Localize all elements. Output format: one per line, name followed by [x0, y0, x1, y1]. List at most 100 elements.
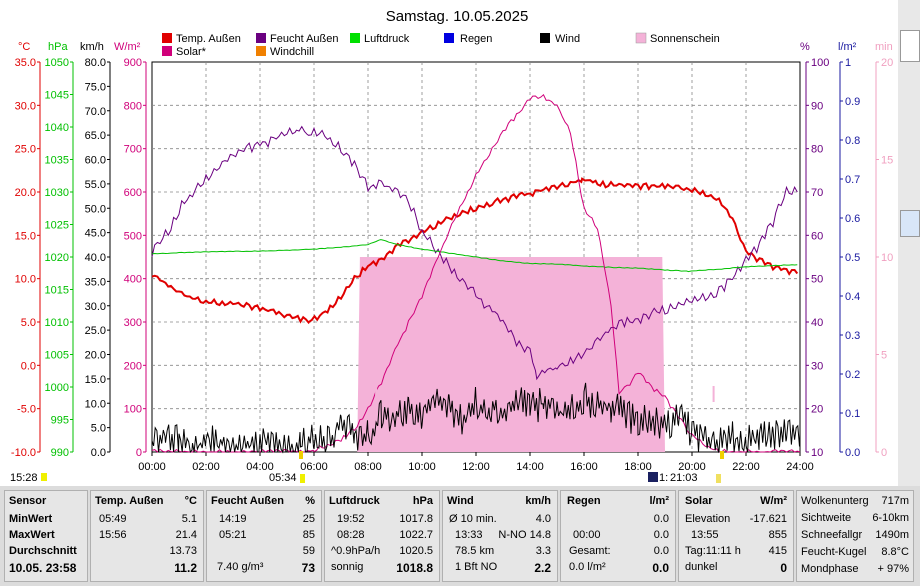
cloudbase-label: Wolkenunterg — [801, 495, 869, 507]
right-axis-tick-label: 0.7 — [845, 174, 860, 186]
pressure-min-value: 1017.8 — [399, 513, 433, 525]
right-axis-tick-label: 10 — [881, 252, 893, 264]
legend-sunshine[interactable]: Sonnenschein — [635, 32, 720, 45]
left-axis-tick-label: 45.0 — [85, 228, 106, 240]
left-axis-tick-label: 1040 — [45, 122, 69, 134]
left-axis-tick-label: 20.0 — [85, 350, 106, 362]
right-axis-tick-label: 0.2 — [845, 369, 860, 381]
left-axis-tick-label: 25.0 — [85, 325, 106, 337]
axis-unit-wm2: W/m² — [114, 41, 141, 53]
right-axis-tick-label: 50 — [811, 274, 823, 286]
humidity-unit: % — [305, 495, 315, 507]
temp-column: Temp. Außen °C 05:49 5.1 15:56 21.4 13.73 1… — [90, 490, 204, 582]
minwert-label: MinWert — [9, 513, 53, 525]
legend-rain[interactable]: Regen — [444, 33, 492, 45]
pressure-unit: hPa — [412, 495, 433, 507]
humidity-max-time: 05:21 — [219, 529, 247, 541]
right-axis-tick-label: 90 — [811, 100, 823, 112]
rain-total-value: 0.0 — [653, 545, 669, 557]
axis-unit-kmh: km/h — [80, 41, 104, 53]
axis-unit-lm2: l/m² — [838, 41, 857, 53]
left-axis-tick-label: 0.0 — [21, 360, 36, 372]
pressure-column: Luftdruck hPa 19:52 1017.8 08:28 1022.7 ^0.… — [324, 490, 440, 582]
x-tick-label: 00:00 — [138, 461, 166, 473]
series-luftdruck-line — [151, 239, 798, 273]
legend-temp[interactable]: Temp. Außen — [162, 33, 241, 45]
legend-solar[interactable]: Solar* — [162, 46, 207, 58]
cloudbase-value: 717m — [881, 495, 909, 507]
svg-text:Wind: Wind — [555, 33, 580, 45]
left-axis-tick-label: 70.0 — [85, 106, 106, 118]
rain-r1-value: 0.0 — [653, 513, 669, 525]
rain-total-label: Gesamt: — [569, 545, 611, 557]
humidity-min-time: 14:19 — [219, 513, 247, 525]
right-axis-tick-label: 0.6 — [845, 213, 860, 225]
left-axis-tick-label: 10.0 — [85, 398, 106, 410]
pressure-max-value: 1022.7 — [399, 529, 433, 541]
left-axis-tick-label: 1025 — [45, 220, 69, 232]
solar-column: Solar W/m² Elevation -17.621 13:55 855 Tag:… — [678, 490, 794, 582]
svg-text:Temp. Außen: Temp. Außen — [176, 33, 241, 45]
solar-header: Solar — [685, 495, 713, 507]
svg-text:Windchill: Windchill — [270, 46, 314, 58]
legend-wind[interactable]: Wind — [540, 33, 580, 45]
left-axis-tick-label: 1030 — [45, 187, 69, 199]
moonphase-value: + 97% — [877, 563, 910, 575]
svg-text:Regen: Regen — [460, 33, 492, 45]
wind-max-value: N-NO 14.8 — [498, 529, 551, 541]
humidity-min-value: 25 — [302, 513, 315, 525]
temp-unit: °C — [184, 495, 197, 507]
left-axis-tick-label: 30.0 — [15, 100, 36, 112]
left-axis-tick-label: 995 — [51, 415, 69, 427]
wind-column: Wind km/h Ø 10 min. 4.0 13:33 N-NO 14.8 78.… — [442, 490, 558, 582]
right-axis-tick-label: 80 — [811, 144, 823, 156]
rain-today: 0.0 l/m² — [569, 561, 606, 573]
solar-max-time: 13:55 — [691, 529, 719, 541]
temp-min-time: 05:49 — [99, 513, 127, 525]
humidity-max-value: 85 — [302, 529, 315, 541]
left-axis-tick-label: 25.0 — [15, 144, 36, 156]
right-axis-tick-label: 100 — [811, 57, 829, 69]
rain-header: Regen — [567, 495, 601, 507]
snowline-label: Schneefallgr — [801, 529, 863, 541]
right-axis-tick-label: 40 — [811, 317, 823, 329]
left-axis-tick-label: 1020 — [45, 252, 69, 264]
left-axis-tick-label: 30.0 — [85, 301, 106, 313]
maxwert-label: MaxWert — [9, 529, 55, 541]
temp-current: 11.2 — [174, 561, 197, 575]
right-axis-tick-label: 20 — [811, 404, 823, 416]
moon-prefix-label: 1: — [659, 472, 668, 484]
moon-icon — [648, 472, 658, 482]
series — [151, 93, 801, 454]
left-axis-tick-label: 15.0 — [85, 374, 106, 386]
right-axis-tick-label: 30 — [811, 360, 823, 372]
x-tick-label: 10:00 — [408, 461, 436, 473]
svg-text:Sonnenschein: Sonnenschein — [650, 33, 720, 45]
left-axis-tick-label: 80.0 — [85, 57, 106, 69]
pressure-current: 1018.8 — [396, 561, 433, 575]
left-axis-tick-label: 0.0 — [91, 447, 106, 459]
right-axis-tick-label: 0.9 — [845, 96, 860, 108]
wind-avg10-value: 4.0 — [535, 513, 551, 525]
legend-pressure[interactable]: Luftdruck — [350, 33, 410, 45]
x-tick-label: 12:00 — [462, 461, 490, 473]
temp-avg: 13.73 — [169, 545, 197, 557]
axis-unit-percent: % — [800, 41, 810, 53]
x-tick-label: 14:00 — [516, 461, 544, 473]
left-axis-tick-label: 1015 — [45, 285, 69, 297]
axis-unit-min: min — [875, 41, 893, 53]
x-tick-label: 22:00 — [732, 461, 760, 473]
legend-windchill[interactable]: Windchill — [256, 46, 314, 58]
wind-max-time: 13:33 — [455, 529, 483, 541]
left-axis-tick-label: 200 — [124, 360, 142, 372]
series-sunshine-area — [152, 257, 800, 452]
right-axis-tick-label: 20 — [881, 57, 893, 69]
left-axis-tick-label: 10.0 — [15, 274, 36, 286]
rain-r2-value: 0.0 — [653, 529, 669, 541]
right-axis-tick-label: 70 — [811, 187, 823, 199]
durchschnitt-label: Durchschnitt — [9, 545, 77, 557]
sunrise-label: 05:34 — [269, 472, 297, 484]
legend-humidity[interactable]: Feucht Außen — [256, 33, 339, 45]
rain-unit: l/m² — [649, 495, 669, 507]
left-axis-tick-label: 75.0 — [85, 81, 106, 93]
